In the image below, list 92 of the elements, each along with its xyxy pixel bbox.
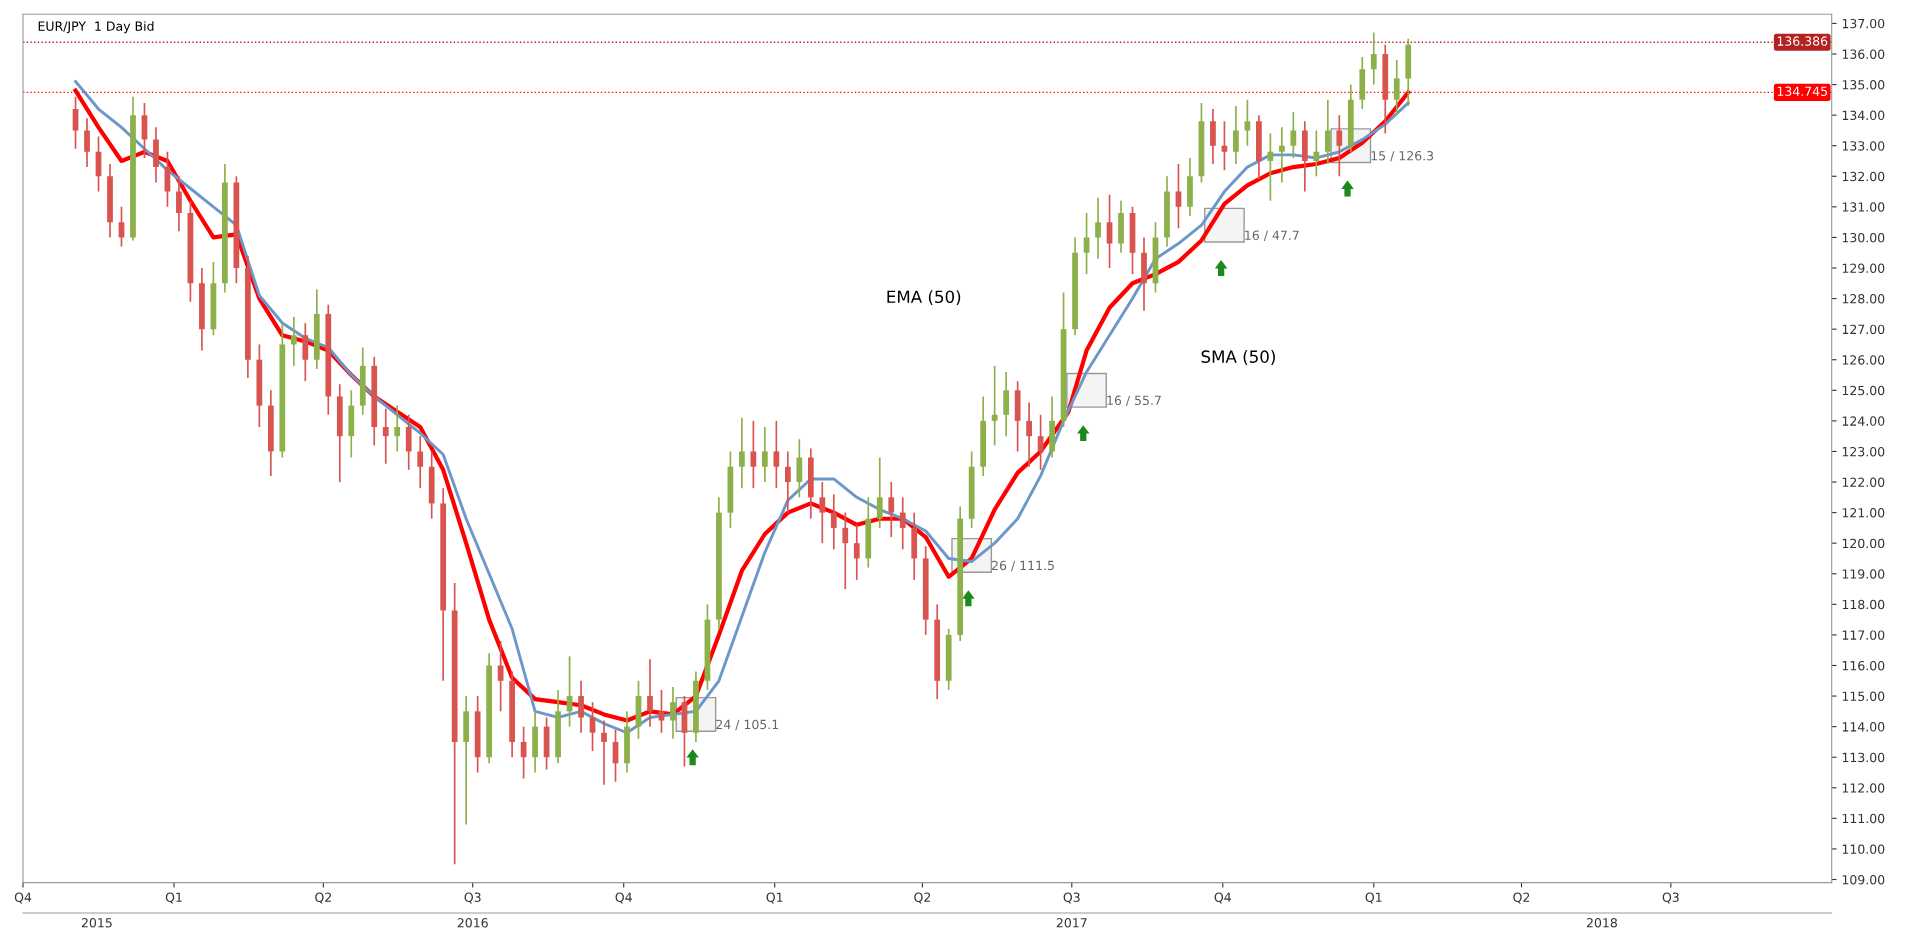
candlestick: [762, 426, 768, 483]
candlestick: [1313, 129, 1320, 178]
y-tick-label: 128.00: [1842, 294, 1885, 304]
annotation: 16 / 47.7: [1245, 230, 1299, 241]
candlestick: [1233, 105, 1239, 165]
candlestick: [899, 496, 906, 551]
annotation: SMA (50): [1201, 350, 1275, 365]
x-tick-label: Q1: [766, 892, 783, 904]
candlestick: [830, 493, 837, 551]
candlestick: [417, 435, 424, 489]
candlestick: [1290, 111, 1297, 159]
y-tick-label: 120.00: [1842, 538, 1885, 549]
y-tick-label: 125.00: [1842, 385, 1885, 396]
candlestick: [589, 701, 596, 752]
candlestick: [888, 481, 895, 538]
y-tick-label: 115.00: [1842, 691, 1885, 701]
y-tick-label: 110.00: [1842, 844, 1885, 854]
annotation: 16 / 55.7: [1107, 395, 1161, 407]
candlestick: [991, 365, 998, 447]
candlestick: [647, 658, 653, 728]
y-tick-label: 121.00: [1842, 508, 1885, 518]
annotation: EMA (50): [887, 290, 961, 305]
candlestick: [394, 404, 401, 453]
y-tick-label: 133.00: [1842, 141, 1885, 151]
annotation: 15 / 126.3: [1371, 150, 1434, 162]
y-tick-label: 122.00: [1842, 477, 1885, 487]
text: EUR/JPY 1 Day Bid: [38, 21, 154, 34]
y-tick-label: 114.00: [1842, 722, 1885, 732]
candlestick: [750, 420, 757, 489]
x-tick-label: Q3: [1662, 892, 1679, 904]
candlestick: [739, 416, 745, 489]
ref-line-label: 134.745: [1777, 86, 1827, 96]
annotation: 24 / 105.1: [716, 719, 779, 731]
y-tick-label: 131.00: [1842, 202, 1885, 212]
annotation: 26 / 111.5: [992, 560, 1054, 572]
y-tick-label: 137.00: [1842, 18, 1885, 29]
x2-tick-label: 2015: [81, 918, 112, 928]
y-tick-label: 111.00: [1842, 813, 1885, 824]
candlestick: [784, 450, 791, 514]
candlestick: [382, 407, 389, 465]
x-tick-label: Q1: [1365, 892, 1382, 904]
candlestick: [176, 175, 182, 233]
y-tick-label: 117.00: [1842, 630, 1885, 640]
candlestick: [1095, 196, 1101, 260]
x-tick-label: Q3: [464, 892, 481, 904]
y-tick-label: 123.00: [1842, 446, 1885, 457]
candlestick: [876, 456, 883, 529]
candlestick: [1026, 401, 1032, 468]
candlestick: [601, 719, 607, 786]
candlestick: [658, 689, 665, 734]
y-tick-label: 130.00: [1842, 232, 1885, 243]
candlestick: [773, 420, 780, 489]
y-tick-label: 136.00: [1842, 49, 1885, 59]
candlestick: [578, 679, 584, 734]
y-tick-label: 119.00: [1842, 569, 1885, 579]
x-tick-label: Q1: [165, 892, 182, 904]
x-tick-label: Q2: [1513, 892, 1530, 904]
x-tick-label: Q2: [914, 892, 931, 904]
y-tick-label: 134.00: [1842, 110, 1885, 121]
candlestick: [819, 481, 826, 545]
candlestick: [290, 316, 297, 367]
x2-tick-label: 2018: [1586, 918, 1617, 928]
y-tick-label: 129.00: [1842, 263, 1885, 273]
x-tick-label: Q3: [1063, 892, 1080, 904]
y-tick-label: 118.00: [1842, 599, 1885, 610]
x2-tick-label: 2017: [1056, 918, 1087, 928]
y-tick-label: 135.00: [1842, 80, 1885, 90]
x-tick-label: Q2: [315, 892, 332, 904]
ref-line-label: 136.386: [1777, 36, 1828, 46]
candlestick: [670, 686, 676, 740]
y-tick-label: 112.00: [1842, 783, 1885, 793]
candlestick: [1370, 31, 1377, 86]
x2-tick-label: 2016: [457, 918, 488, 928]
candlestick: [1324, 99, 1331, 165]
y-tick-label: 116.00: [1842, 660, 1885, 671]
y-tick-label: 113.00: [1842, 752, 1885, 763]
candlestick: [84, 117, 90, 168]
y-tick-label: 109.00: [1842, 874, 1885, 885]
x-tick-label: Q4: [615, 892, 632, 904]
candlestick: [1336, 114, 1343, 178]
candlestick: [1083, 212, 1090, 275]
y-tick-label: 124.00: [1842, 416, 1885, 426]
candlestick: [1393, 59, 1400, 116]
candlestick: [853, 524, 860, 581]
candlestick: [497, 640, 504, 713]
candlestick: [1278, 126, 1285, 184]
y-tick-label: 127.00: [1842, 324, 1885, 335]
y-tick-label: 126.00: [1842, 355, 1885, 365]
candlestick: [842, 511, 849, 590]
x-tick-label: Q4: [14, 892, 32, 904]
y-tick-label: 132.00: [1842, 171, 1885, 182]
x-tick-label: Q4: [1214, 892, 1231, 904]
